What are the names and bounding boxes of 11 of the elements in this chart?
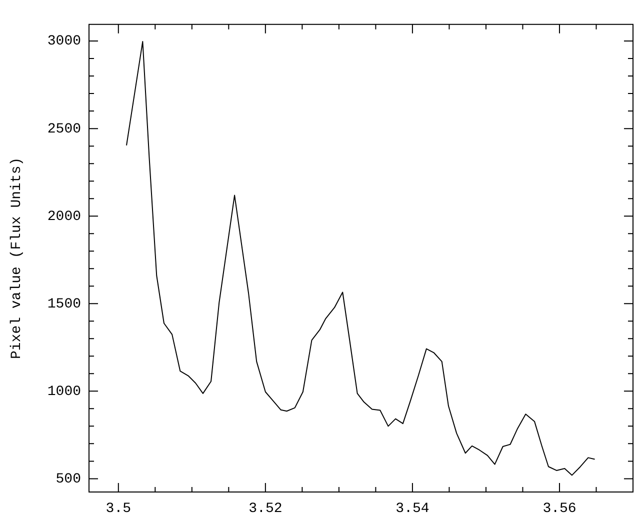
x-tick-label: 3.52: [248, 501, 282, 518]
x-tick-label: 3.54: [396, 501, 430, 518]
x-tick-label: 3.5: [106, 501, 132, 518]
y-axis-title: Pixel value (Flux Units): [9, 157, 26, 360]
y-tick-label: 1500: [47, 296, 81, 312]
y-tick-label: 1000: [47, 384, 81, 400]
y-tick-label: 3000: [47, 34, 81, 50]
x-tick-label: 3.56: [542, 501, 576, 518]
y-tick-label: 500: [56, 471, 81, 488]
y-tick-label: 2500: [47, 121, 81, 138]
y-tick-label: 2000: [47, 208, 81, 225]
